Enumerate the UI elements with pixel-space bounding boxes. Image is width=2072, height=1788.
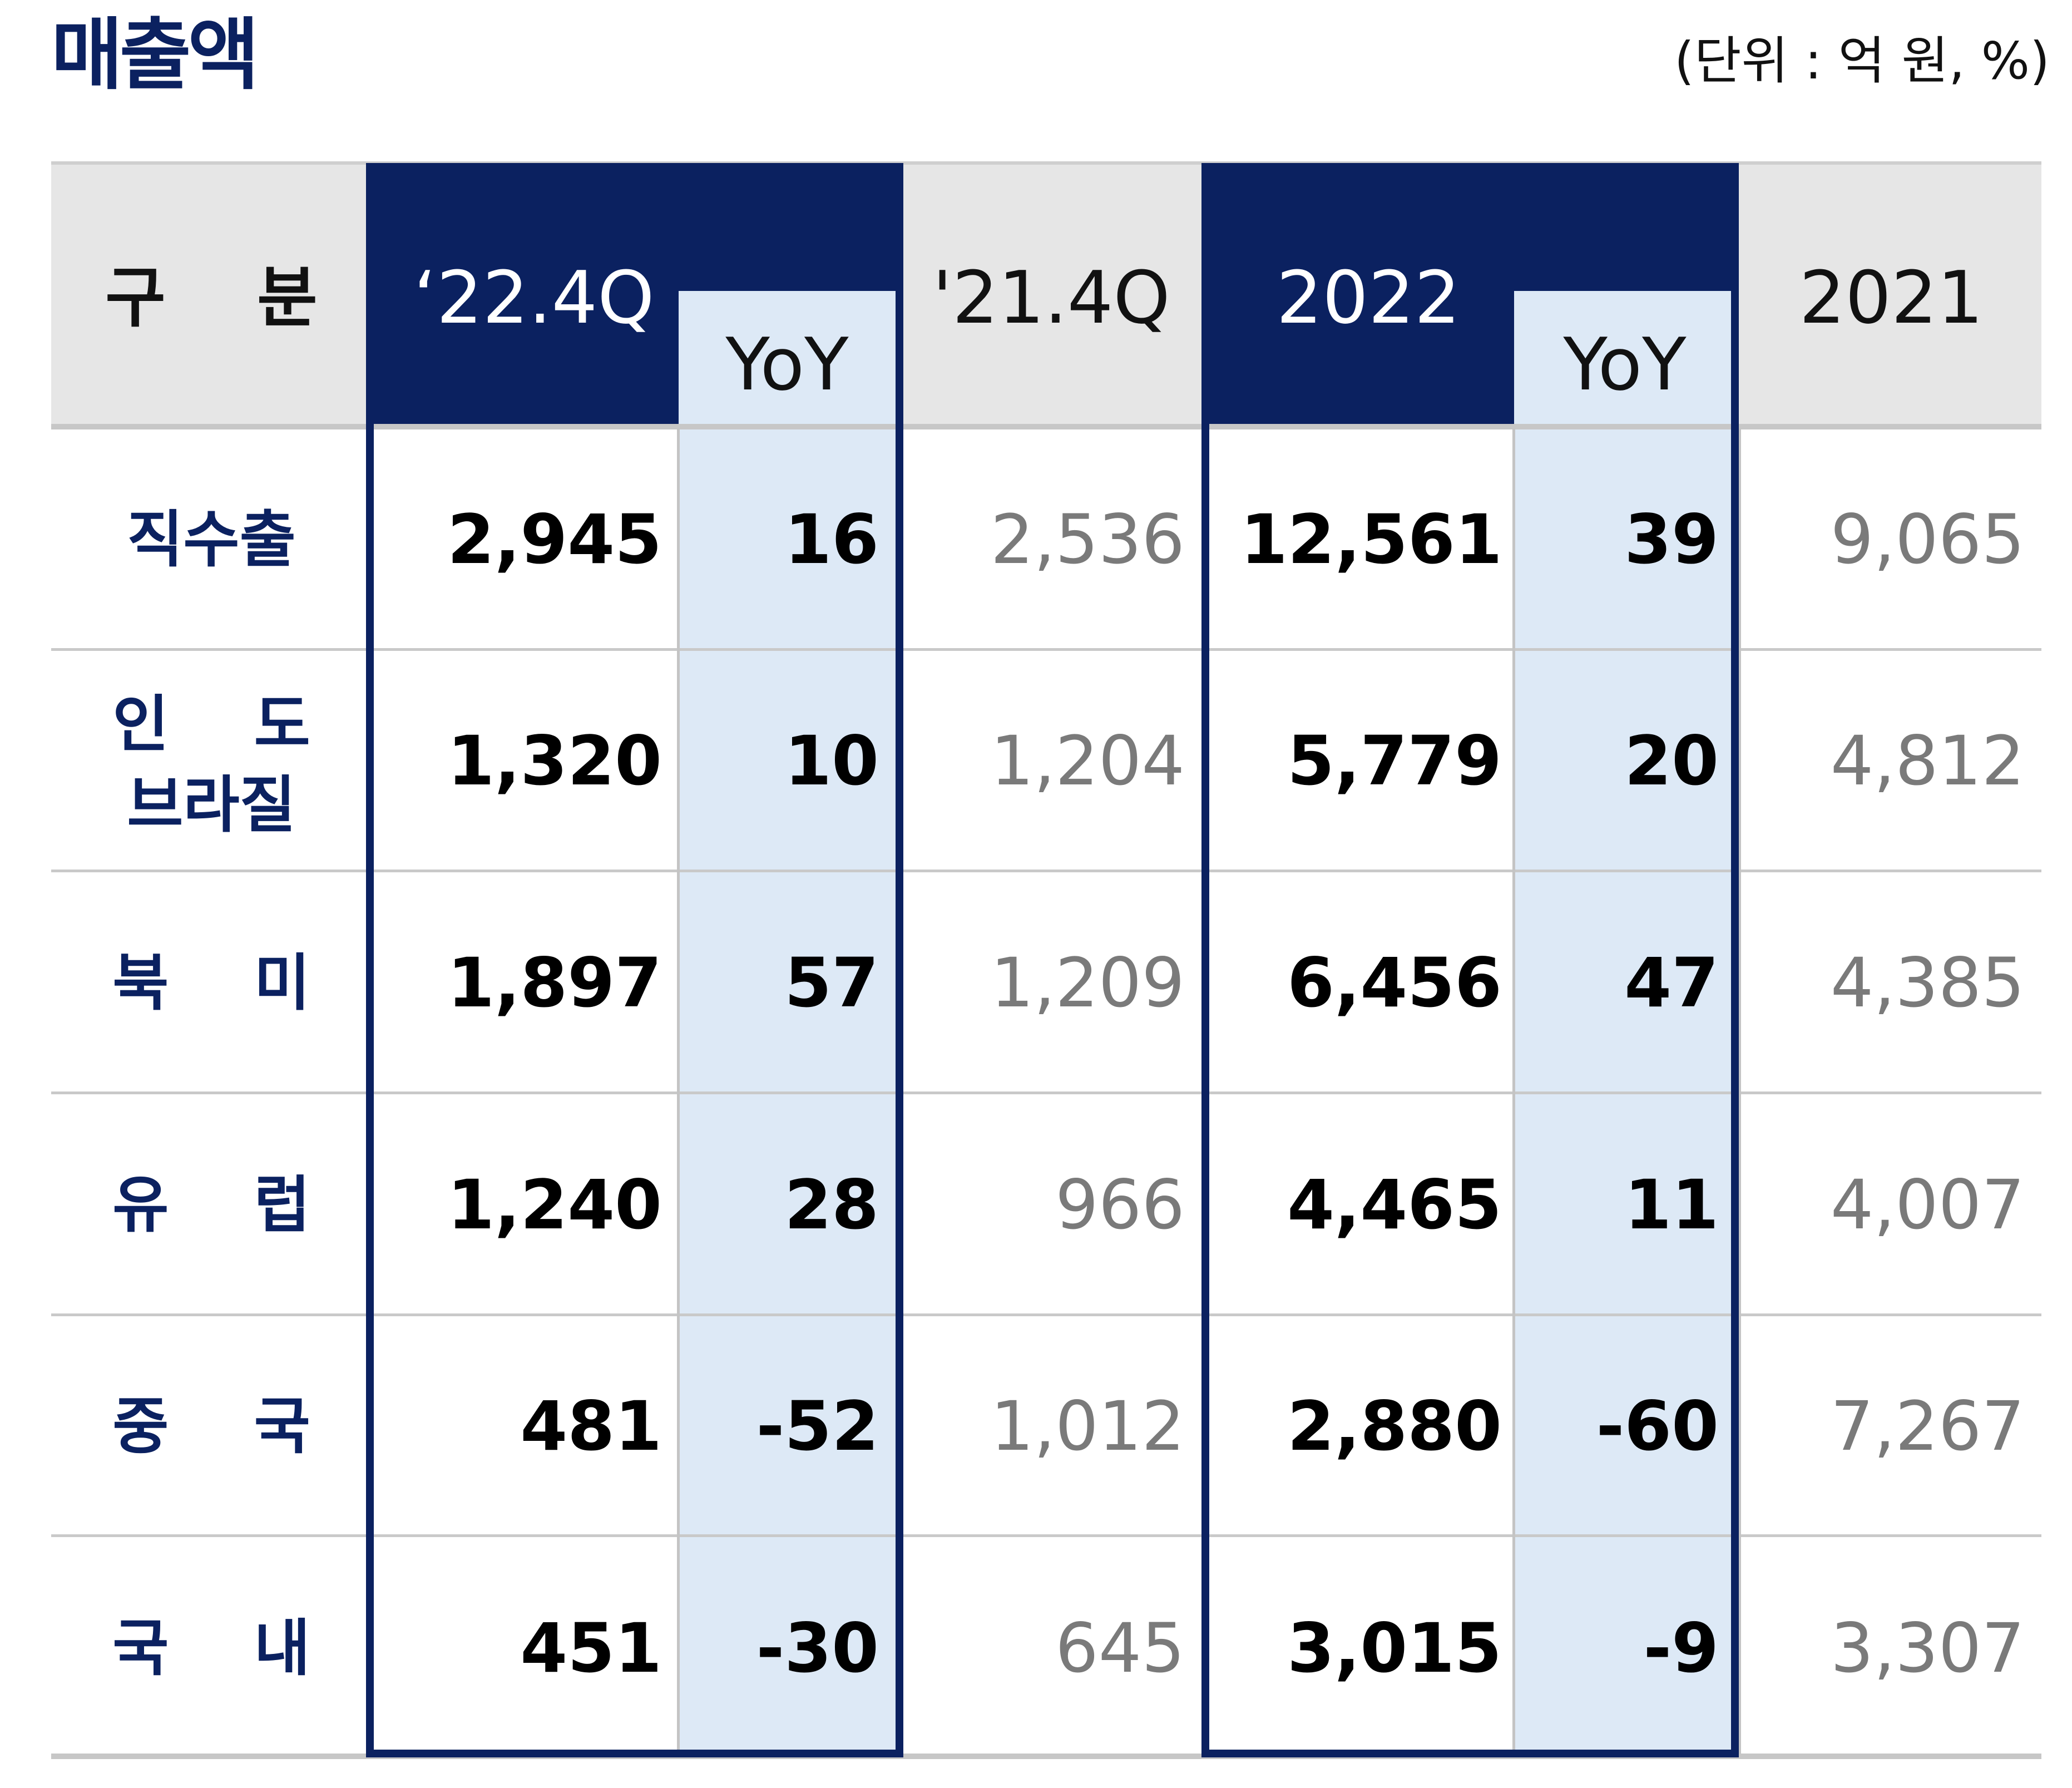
cell-2022: 5,779 xyxy=(1287,722,1502,801)
cell-q4-2022: 1,240 xyxy=(447,1165,662,1244)
cell-2021: 4,385 xyxy=(1830,944,2025,1023)
column-divider xyxy=(1738,428,1741,1754)
header-q4-2022: ‘22.4Q xyxy=(413,255,655,340)
row-label-north-america: 북 미 xyxy=(112,947,310,1019)
row-divider xyxy=(51,870,2041,872)
yoy-quarter-column xyxy=(679,291,896,1754)
header-block-2022-left xyxy=(1201,163,1514,428)
cell-2021: 3,307 xyxy=(1830,1609,2025,1688)
header-yoy-year: YoY xyxy=(1563,322,1687,407)
cell-2022: 2,880 xyxy=(1287,1387,1502,1466)
cell-2022: 12,561 xyxy=(1240,500,1502,579)
header-category: 구 분 xyxy=(105,259,318,336)
cell-yoy-quarter: 10 xyxy=(784,722,879,801)
cell-yoy-year: 11 xyxy=(1624,1165,1719,1244)
header-2022: 2022 xyxy=(1276,255,1461,340)
cell-yoy-quarter: 16 xyxy=(784,500,879,579)
cell-yoy-year: 47 xyxy=(1624,944,1719,1023)
column-divider xyxy=(1512,428,1515,1754)
cell-q4-2021: 1,012 xyxy=(990,1387,1185,1466)
cell-yoy-year: -60 xyxy=(1596,1387,1719,1466)
cell-yoy-year: 20 xyxy=(1624,722,1719,801)
cell-yoy-year: 39 xyxy=(1624,500,1719,579)
row-label-europe: 유 럽 xyxy=(112,1169,310,1241)
cell-q4-2022: 481 xyxy=(520,1387,662,1466)
cell-2021: 7,267 xyxy=(1830,1387,2025,1466)
row-label-china: 중 국 xyxy=(112,1391,310,1462)
cell-yoy-quarter: -30 xyxy=(756,1609,879,1688)
unit-note: (단위 : 억 원, %) xyxy=(1674,31,2050,91)
cell-2022: 3,015 xyxy=(1287,1609,1502,1688)
header-block-q4-2022-left xyxy=(366,163,679,428)
row-label-india-brazil: 인 도 브라질 xyxy=(112,689,310,841)
cell-2022: 6,456 xyxy=(1287,944,1502,1023)
header-yoy-quarter: YoY xyxy=(725,322,849,407)
cell-2021: 4,007 xyxy=(1830,1165,2025,1244)
cell-yoy-quarter: 28 xyxy=(784,1165,879,1244)
row-label-domestic: 국 내 xyxy=(112,1613,310,1684)
cell-q4-2021: 966 xyxy=(1055,1165,1185,1244)
cell-yoy-year: -9 xyxy=(1643,1609,1719,1688)
row-divider xyxy=(51,1091,2041,1094)
column-divider xyxy=(677,428,680,1754)
cell-2021: 9,065 xyxy=(1830,500,2025,579)
cell-q4-2021: 2,536 xyxy=(990,500,1185,579)
yoy-year-column xyxy=(1514,291,1735,1754)
row-divider xyxy=(51,1534,2041,1537)
header-bottom-rule xyxy=(51,424,2041,429)
row-divider xyxy=(51,648,2041,651)
table-bottom-rule xyxy=(51,1754,2041,1759)
cell-q4-2021: 645 xyxy=(1055,1609,1185,1688)
cell-q4-2022: 2,945 xyxy=(447,500,662,579)
cell-2021: 4,812 xyxy=(1830,722,2025,801)
cell-q4-2022: 1,320 xyxy=(447,722,662,801)
row-divider xyxy=(51,1313,2041,1316)
row-label-direct-export: 직수출 xyxy=(127,504,296,575)
header-q4-2021: '21.4Q xyxy=(932,255,1170,340)
cell-q4-2021: 1,204 xyxy=(990,722,1185,801)
yoy-quarter-header-tab xyxy=(679,291,896,428)
table-top-rule xyxy=(51,161,2041,165)
yoy-year-header-tab xyxy=(1514,291,1735,428)
cell-q4-2022: 451 xyxy=(520,1609,662,1688)
cell-2022: 4,465 xyxy=(1287,1165,1502,1244)
header-2021: 2021 xyxy=(1799,255,1984,340)
cell-q4-2022: 1,897 xyxy=(447,944,662,1023)
cell-yoy-quarter: -52 xyxy=(756,1387,879,1466)
cell-yoy-quarter: 57 xyxy=(784,944,879,1023)
highlight-frame-2022 xyxy=(1201,163,1739,1757)
page-title: 매출액 xyxy=(51,10,259,101)
highlight-frame-q4-2022 xyxy=(366,163,903,1757)
cell-q4-2021: 1,209 xyxy=(990,944,1185,1023)
